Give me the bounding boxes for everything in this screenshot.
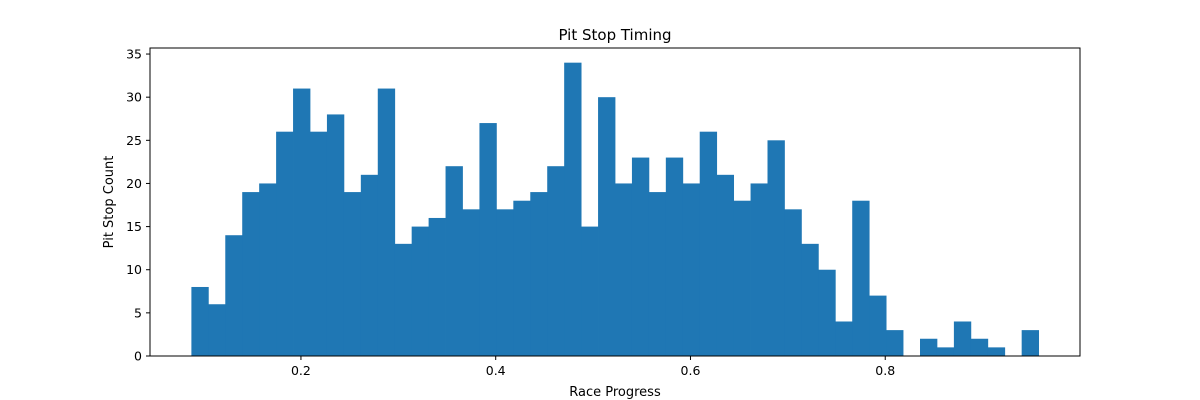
histogram-bar [242, 192, 260, 356]
histogram-bar [869, 295, 887, 356]
histogram-bar [818, 269, 836, 356]
histogram-bar [784, 209, 802, 356]
histogram-bar [953, 321, 972, 356]
histogram-bar [428, 217, 446, 356]
x-tick-label: 0.8 [875, 363, 895, 378]
histogram-bar [750, 183, 768, 356]
histogram-bar [564, 62, 582, 357]
histogram-bar [293, 88, 311, 357]
plot-frame [149, 47, 1081, 357]
y-tick-label: 10 [126, 262, 142, 277]
histogram-bar [191, 286, 209, 356]
histogram-bar [631, 157, 650, 356]
histogram-bar [852, 200, 870, 356]
histogram-bar [665, 157, 684, 356]
x-tick-label: 0.2 [291, 363, 311, 378]
x-tick-label: 0.4 [486, 363, 506, 378]
histogram-bar [598, 97, 616, 357]
histogram-bar [547, 166, 565, 356]
histogram-bar [513, 200, 531, 356]
y-tick-label: 20 [126, 176, 142, 191]
histogram-bar [581, 226, 599, 356]
histogram-bar [835, 321, 853, 356]
y-tick-label: 0 [134, 349, 142, 364]
histogram-bar [801, 243, 819, 356]
y-tick-label: 35 [126, 47, 142, 62]
histogram-bar [648, 192, 667, 356]
histogram-bar [615, 183, 633, 356]
histogram-bar [682, 183, 701, 356]
histogram-bar [496, 209, 514, 356]
histogram-bar [767, 140, 785, 356]
histogram-bar [208, 304, 226, 356]
y-tick-label: 15 [126, 219, 142, 234]
histogram-bar [479, 123, 497, 356]
histogram-bar [377, 88, 396, 357]
chart-title: Pit Stop Timing [558, 26, 671, 44]
histogram-bar [411, 226, 430, 356]
histogram-bar [394, 243, 413, 356]
histogram-bar [225, 235, 243, 356]
histogram-bar [987, 347, 1006, 356]
y-tick-label: 5 [134, 305, 142, 320]
x-tick-label: 0.6 [681, 363, 701, 378]
histogram-bar [716, 174, 735, 356]
histogram-bar [886, 330, 904, 356]
histogram-bar [360, 174, 379, 356]
histogram-bar [733, 200, 751, 356]
histogram-bar [1021, 330, 1040, 356]
histogram-bar [530, 192, 548, 356]
histogram-bar [310, 131, 328, 356]
histogram-bar [936, 347, 955, 356]
y-axis-label: Pit Stop Count [102, 156, 117, 249]
histogram-bar [259, 183, 277, 356]
x-axis-ticks: 0.2 0.4 0.6 0.8 [291, 356, 895, 378]
x-axis-label: Race Progress [569, 385, 661, 400]
histogram-bar [970, 338, 989, 356]
histogram-bar [699, 131, 718, 356]
histogram-bar [445, 166, 463, 356]
y-axis-ticks: 0 5 10 15 20 25 30 35 [126, 47, 150, 364]
y-tick-label: 25 [126, 133, 142, 148]
y-tick-label: 30 [126, 90, 142, 105]
histogram-bar [326, 114, 345, 357]
histogram-bars [191, 62, 1040, 357]
histogram-bar [343, 192, 362, 356]
histogram-bar [276, 131, 294, 356]
histogram-bar [462, 209, 480, 356]
histogram-bar [920, 338, 938, 356]
